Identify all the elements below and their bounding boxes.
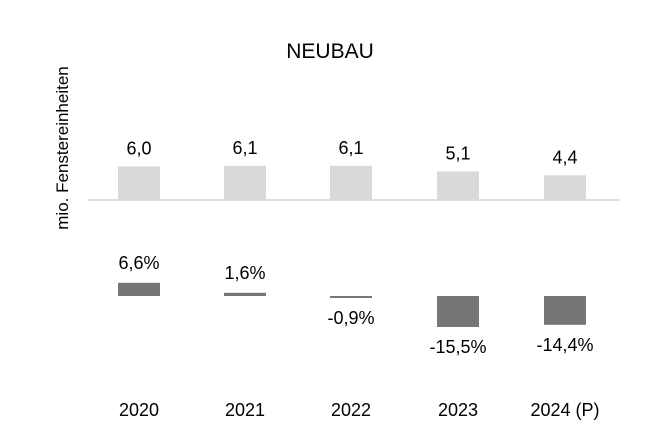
- x-tick-label: 2024 (P): [530, 400, 599, 420]
- data-label-absolute: 4,4: [552, 147, 577, 167]
- bar-absolute: [544, 175, 586, 200]
- data-label-absolute: 6,0: [126, 138, 151, 158]
- chart-title: NEUBAU: [286, 40, 374, 63]
- bar-absolute: [224, 165, 266, 200]
- data-label-percent: -14,4%: [536, 335, 593, 355]
- chart-marks: 6,0 6,6% 2020 6,1 1,6% 2021 6,1 -0,9% 2022 5,1 -15…: [118, 138, 600, 420]
- data-label-percent: 6,6%: [118, 253, 159, 273]
- bar-percent-change: [118, 282, 160, 296]
- bar-percent-change: [544, 296, 586, 325]
- bar-percent-change: [224, 292, 266, 296]
- bar-percent-change: [437, 296, 479, 327]
- data-label-percent: -0,9%: [327, 308, 374, 328]
- data-label-absolute: 6,1: [232, 138, 257, 158]
- x-tick-label: 2021: [225, 400, 265, 420]
- data-label-percent: 1,6%: [224, 263, 265, 283]
- bar-absolute: [330, 165, 372, 200]
- bar-absolute: [118, 166, 160, 200]
- x-tick-label: 2023: [438, 400, 478, 420]
- x-tick-label: 2022: [331, 400, 371, 420]
- data-label-absolute: 5,1: [445, 143, 470, 163]
- y-axis-label: mio. Fenstereinheiten: [53, 66, 72, 229]
- bar-absolute: [437, 171, 479, 200]
- bar-percent-change: [330, 296, 372, 298]
- data-label-absolute: 6,1: [338, 138, 363, 158]
- data-label-percent: -15,5%: [429, 337, 486, 357]
- x-tick-label: 2020: [119, 400, 159, 420]
